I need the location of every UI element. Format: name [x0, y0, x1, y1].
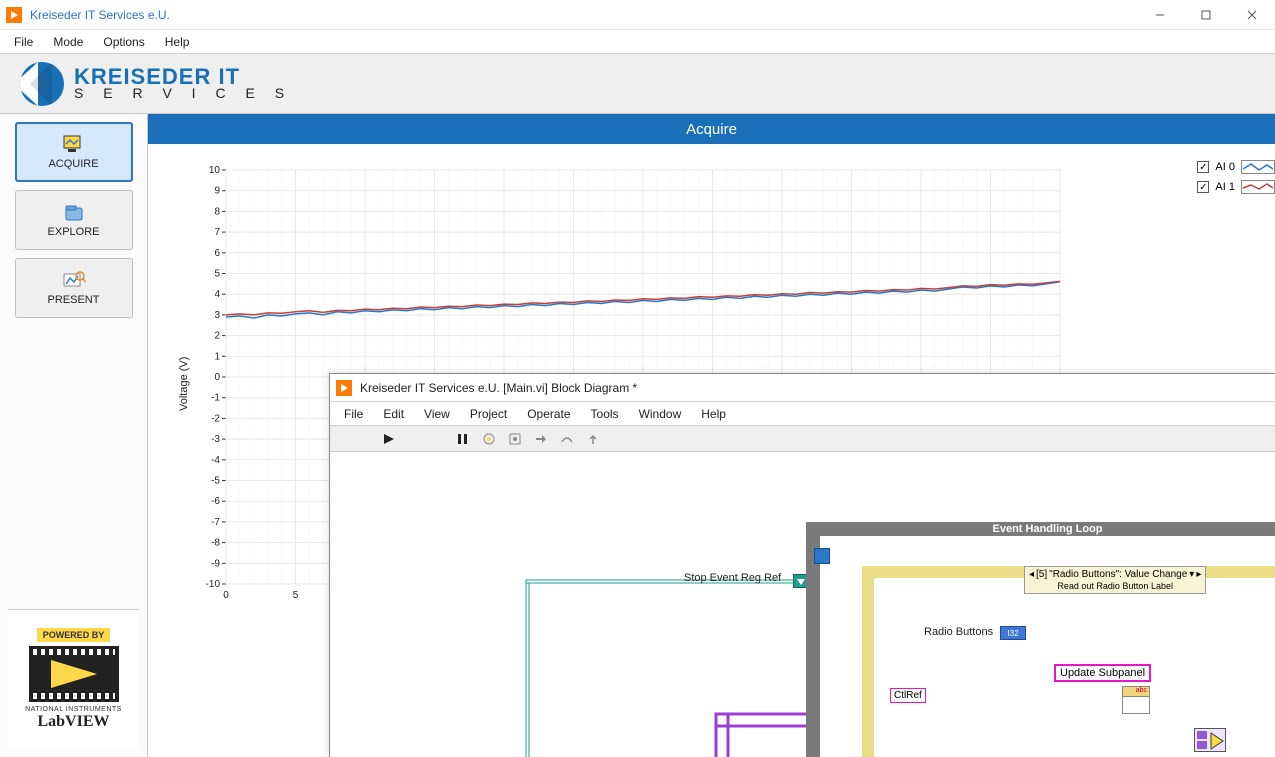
- minimize-button[interactable]: [1137, 0, 1183, 30]
- logo-banner: KREISEDER IT S E R V I C E S: [0, 54, 1275, 114]
- svg-text:0: 0: [223, 590, 229, 601]
- menu-help[interactable]: Help: [155, 32, 200, 52]
- block-diagram-window[interactable]: Kreiseder IT Services e.U. [Main.vi] Blo…: [329, 373, 1275, 757]
- event-case-selector[interactable]: ◂ [5] "Radio Buttons": Value Change ▾ ▸ …: [1024, 566, 1206, 594]
- svg-text:5: 5: [293, 590, 299, 601]
- sidebar: ACQUIRE EXPLORE PRESENT POWERED BY NATIO…: [0, 114, 148, 757]
- retain-icon[interactable]: [506, 430, 524, 448]
- update-subpanel-node[interactable]: Update Subpanel: [1054, 664, 1151, 682]
- radio-buttons-terminal[interactable]: I32: [1000, 626, 1026, 640]
- tunnel-node[interactable]: [793, 574, 807, 588]
- highlight-icon[interactable]: [480, 430, 498, 448]
- main-menubar: File Mode Options Help: [0, 30, 1275, 54]
- logo-text: KREISEDER IT S E R V I C E S: [74, 67, 292, 99]
- legend-ai0[interactable]: ✓ AI 0: [1197, 160, 1275, 174]
- child-menu-file[interactable]: File: [334, 404, 373, 424]
- loop-title: Event Handling Loop: [820, 522, 1275, 536]
- step-into-icon[interactable]: [532, 430, 550, 448]
- case-prev-icon[interactable]: ◂: [1029, 569, 1034, 581]
- child-menu-edit[interactable]: Edit: [373, 404, 414, 424]
- child-menu-window[interactable]: Window: [629, 404, 692, 424]
- y-axis-label: Voltage (V): [178, 164, 190, 604]
- pause-icon[interactable]: [454, 430, 472, 448]
- menu-file[interactable]: File: [4, 32, 43, 52]
- svg-text:10: 10: [209, 165, 221, 176]
- svg-text:3: 3: [214, 310, 220, 321]
- property-node[interactable]: abc: [1122, 686, 1150, 714]
- labview-icon: [29, 646, 119, 702]
- child-menu-view[interactable]: View: [414, 404, 460, 424]
- case-next-icon[interactable]: ▸: [1196, 569, 1201, 581]
- svg-text:4: 4: [214, 289, 220, 300]
- loop-iteration-node[interactable]: [814, 548, 830, 564]
- window-title: Kreiseder IT Services e.U.: [30, 8, 170, 22]
- svg-text:5: 5: [214, 269, 220, 280]
- child-app-icon: [336, 380, 352, 396]
- diagram-canvas[interactable]: Stop Event Reg Ref Event Handling Loop ◂…: [330, 452, 1275, 757]
- chart-legend: ✓ AI 0 ✓ AI 1: [1197, 160, 1275, 200]
- child-toolbar: [330, 426, 1275, 452]
- child-menu-project[interactable]: Project: [460, 404, 517, 424]
- step-over-icon[interactable]: [558, 430, 576, 448]
- event-structure[interactable]: ◂ [5] "Radio Buttons": Value Change ▾ ▸ …: [862, 566, 1275, 757]
- explore-icon: [62, 202, 86, 222]
- svg-text:-1: -1: [211, 393, 220, 404]
- svg-text:6: 6: [214, 248, 220, 259]
- child-menubar: File Edit View Project Operate Tools Win…: [330, 402, 1275, 426]
- svg-text:1: 1: [214, 351, 220, 362]
- radio-buttons-label: Radio Buttons: [924, 626, 993, 638]
- child-menu-operate[interactable]: Operate: [517, 404, 580, 424]
- svg-text:-8: -8: [211, 538, 220, 549]
- present-icon: [62, 270, 86, 290]
- app-icon: [6, 7, 22, 23]
- sidebar-present-button[interactable]: PRESENT: [15, 258, 133, 318]
- svg-text:-7: -7: [211, 517, 220, 528]
- bundle-node[interactable]: [1194, 728, 1226, 752]
- menu-options[interactable]: Options: [93, 32, 154, 52]
- svg-text:0: 0: [214, 372, 220, 383]
- child-window-title: Kreiseder IT Services e.U. [Main.vi] Blo…: [360, 381, 637, 395]
- legend-ai1[interactable]: ✓ AI 1: [1197, 180, 1275, 194]
- svg-text:-6: -6: [211, 496, 220, 507]
- svg-text:8: 8: [214, 206, 220, 217]
- case-dropdown-icon[interactable]: ▾: [1189, 569, 1194, 581]
- child-menu-help[interactable]: Help: [691, 404, 736, 424]
- powered-by-labview: POWERED BY NATIONAL INSTRUMENTS LabVIEW: [8, 609, 139, 749]
- sidebar-acquire-button[interactable]: ACQUIRE: [15, 122, 133, 182]
- content-header: Acquire: [148, 114, 1275, 144]
- svg-text:-3: -3: [211, 434, 220, 445]
- stop-event-reg-ref-label: Stop Event Reg Ref: [684, 572, 781, 584]
- event-handling-loop[interactable]: Event Handling Loop ◂ [5] "Radio Buttons…: [806, 522, 1275, 757]
- run-arrow-icon[interactable]: [380, 430, 398, 448]
- menu-mode[interactable]: Mode: [43, 32, 93, 52]
- child-menu-tools[interactable]: Tools: [581, 404, 629, 424]
- svg-text:-5: -5: [211, 476, 220, 487]
- svg-text:-2: -2: [211, 413, 220, 424]
- svg-text:9: 9: [214, 186, 220, 197]
- legend-ai0-checkbox[interactable]: ✓: [1197, 161, 1209, 173]
- close-button[interactable]: [1229, 0, 1275, 30]
- main-titlebar: Kreiseder IT Services e.U.: [0, 0, 1275, 30]
- child-titlebar: Kreiseder IT Services e.U. [Main.vi] Blo…: [330, 374, 1275, 402]
- svg-text:2: 2: [214, 331, 220, 342]
- svg-text:7: 7: [214, 227, 220, 238]
- svg-text:-10: -10: [206, 579, 221, 590]
- svg-text:-4: -4: [211, 455, 220, 466]
- ctlref-node[interactable]: CtlRef: [890, 688, 926, 703]
- maximize-button[interactable]: [1183, 0, 1229, 30]
- logo-icon: [20, 62, 64, 106]
- step-out-icon[interactable]: [584, 430, 602, 448]
- acquire-icon: [62, 134, 86, 154]
- legend-ai1-checkbox[interactable]: ✓: [1197, 181, 1209, 193]
- sidebar-explore-button[interactable]: EXPLORE: [15, 190, 133, 250]
- svg-text:-9: -9: [211, 558, 220, 569]
